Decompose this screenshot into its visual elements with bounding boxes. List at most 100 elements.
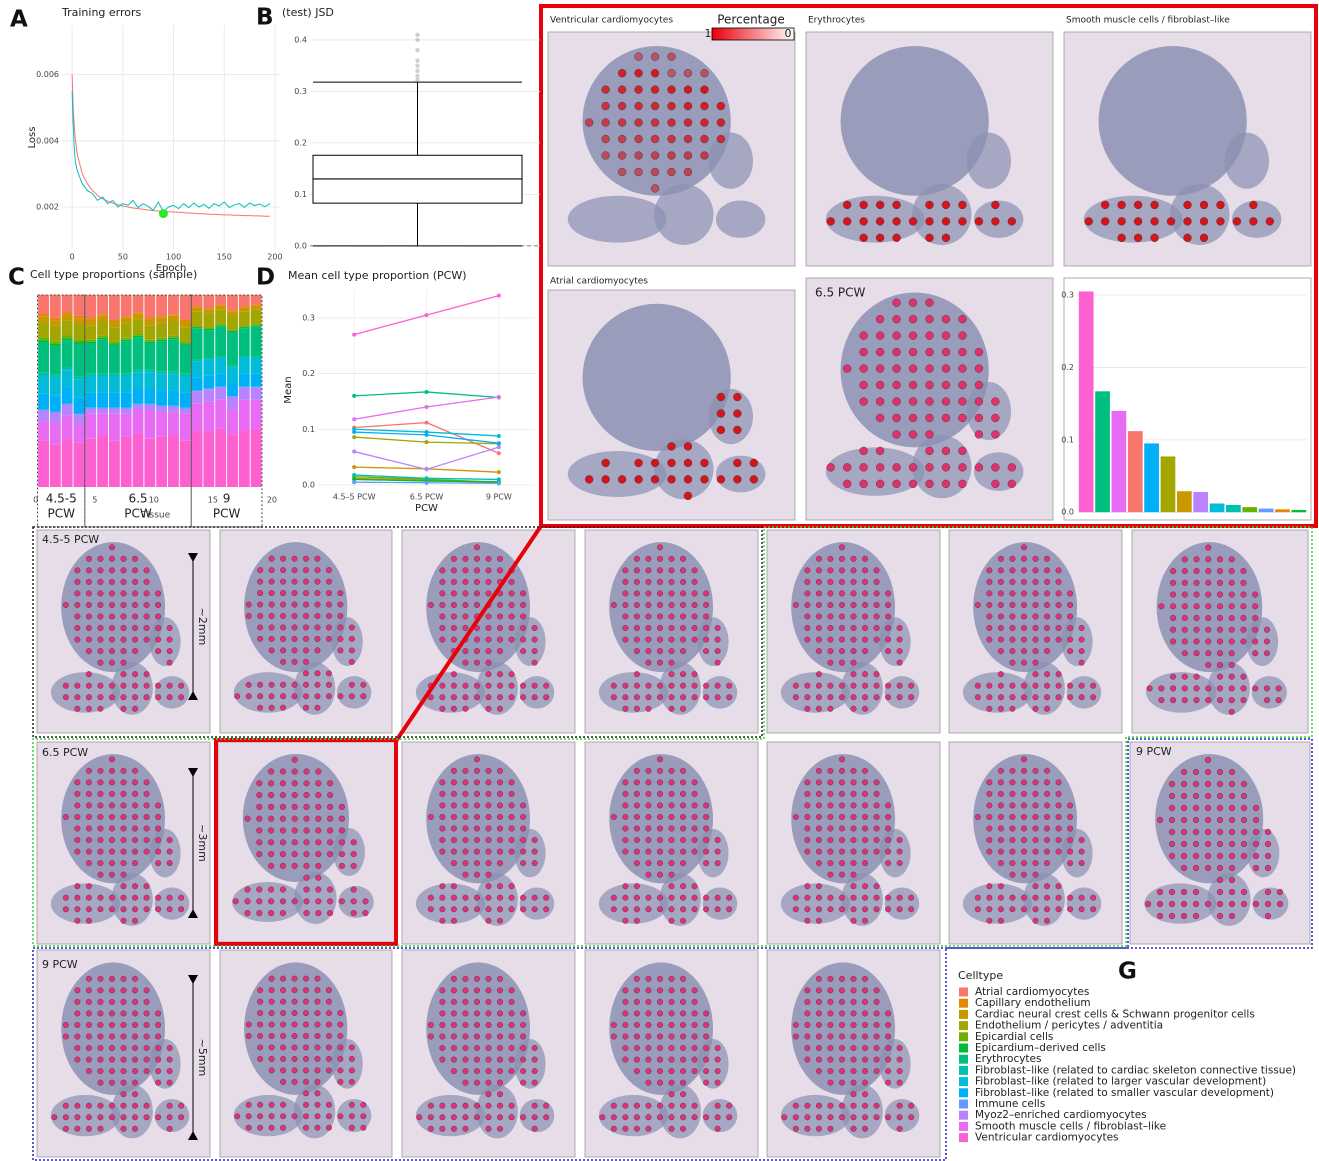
spot [816, 1103, 822, 1109]
bar-segment [85, 295, 96, 318]
spot [684, 69, 692, 77]
bar-segment [62, 415, 73, 438]
spot [1044, 768, 1050, 774]
spot [874, 591, 880, 597]
spot [121, 1103, 127, 1109]
spot [1229, 557, 1235, 563]
spot [1169, 817, 1175, 823]
bar-segment [38, 316, 49, 322]
bar-segment [215, 387, 226, 399]
bar-segment [109, 345, 120, 374]
spot [315, 780, 321, 786]
spot [893, 463, 901, 471]
spot [144, 837, 150, 843]
spot [1193, 805, 1199, 811]
bar-segment [168, 374, 179, 390]
spot [532, 660, 538, 666]
spot [1194, 592, 1200, 598]
spot [167, 860, 173, 866]
outlier [415, 48, 419, 52]
spot [692, 1045, 698, 1051]
plot-bg [62, 25, 280, 250]
spot [657, 591, 663, 597]
tissue-lobe [697, 1039, 728, 1089]
spot [828, 1126, 834, 1132]
spot [304, 792, 310, 798]
spot [733, 475, 741, 483]
spot [975, 430, 983, 438]
spot [958, 480, 966, 488]
spot [144, 602, 150, 608]
spot [303, 987, 309, 993]
bar-segment [215, 295, 226, 305]
spot [1021, 614, 1027, 620]
spot [1193, 781, 1199, 787]
spot [1044, 849, 1050, 855]
spot [268, 816, 274, 822]
spot [1229, 697, 1235, 703]
bar-segment [168, 407, 179, 412]
spot [816, 883, 822, 889]
spot [839, 1068, 845, 1074]
bar-segment [85, 408, 96, 413]
legend-swatch [959, 999, 968, 1008]
spot [363, 910, 369, 916]
spot [816, 999, 822, 1005]
spot [669, 579, 675, 585]
spot [292, 636, 298, 642]
bar-segment [192, 312, 203, 326]
spot [1194, 686, 1200, 692]
spot [304, 875, 310, 881]
spot [474, 1011, 480, 1017]
spot [1276, 686, 1282, 692]
spot [486, 988, 492, 994]
spot [635, 86, 643, 94]
spot [700, 135, 708, 143]
spot [669, 872, 675, 878]
spot [1200, 201, 1208, 209]
spot [805, 826, 811, 832]
spot [843, 463, 851, 471]
bar-segment [74, 324, 85, 339]
spot [292, 659, 298, 665]
spot [86, 1068, 92, 1074]
spot [121, 637, 127, 643]
point [352, 333, 356, 337]
spot [1067, 694, 1073, 700]
bar-segment [62, 295, 73, 312]
spot [987, 837, 993, 843]
spot [144, 895, 150, 901]
y-tick-label: 0.0 [294, 241, 307, 250]
spot [451, 780, 457, 786]
spot [657, 683, 663, 689]
spot [269, 567, 275, 573]
spot [680, 614, 686, 620]
spot [532, 1103, 538, 1109]
spot [1252, 592, 1258, 598]
spot [680, 1034, 686, 1040]
spot [303, 648, 309, 654]
spot [657, 660, 663, 666]
spot [611, 906, 617, 912]
spot [497, 1034, 503, 1040]
spot [109, 1011, 115, 1017]
spot [1217, 793, 1223, 799]
spot [827, 463, 835, 471]
tissue-body [609, 962, 713, 1094]
spot [109, 1103, 115, 1109]
spot [634, 976, 640, 982]
spot [634, 671, 640, 677]
spot [303, 705, 309, 711]
spot [98, 1022, 104, 1028]
spot [327, 792, 333, 798]
spot [98, 872, 104, 878]
spot [926, 381, 934, 389]
spot [132, 895, 138, 901]
spot [893, 414, 901, 422]
spot [256, 828, 262, 834]
spot [793, 694, 799, 700]
spot [998, 814, 1004, 820]
spot [338, 694, 344, 700]
spot [862, 883, 868, 889]
tissue-lobe [149, 829, 180, 877]
